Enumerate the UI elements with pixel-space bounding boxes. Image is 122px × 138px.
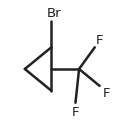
Text: F: F [103,87,111,100]
Text: F: F [96,34,103,47]
Text: F: F [72,106,79,119]
Text: Br: Br [46,7,61,20]
